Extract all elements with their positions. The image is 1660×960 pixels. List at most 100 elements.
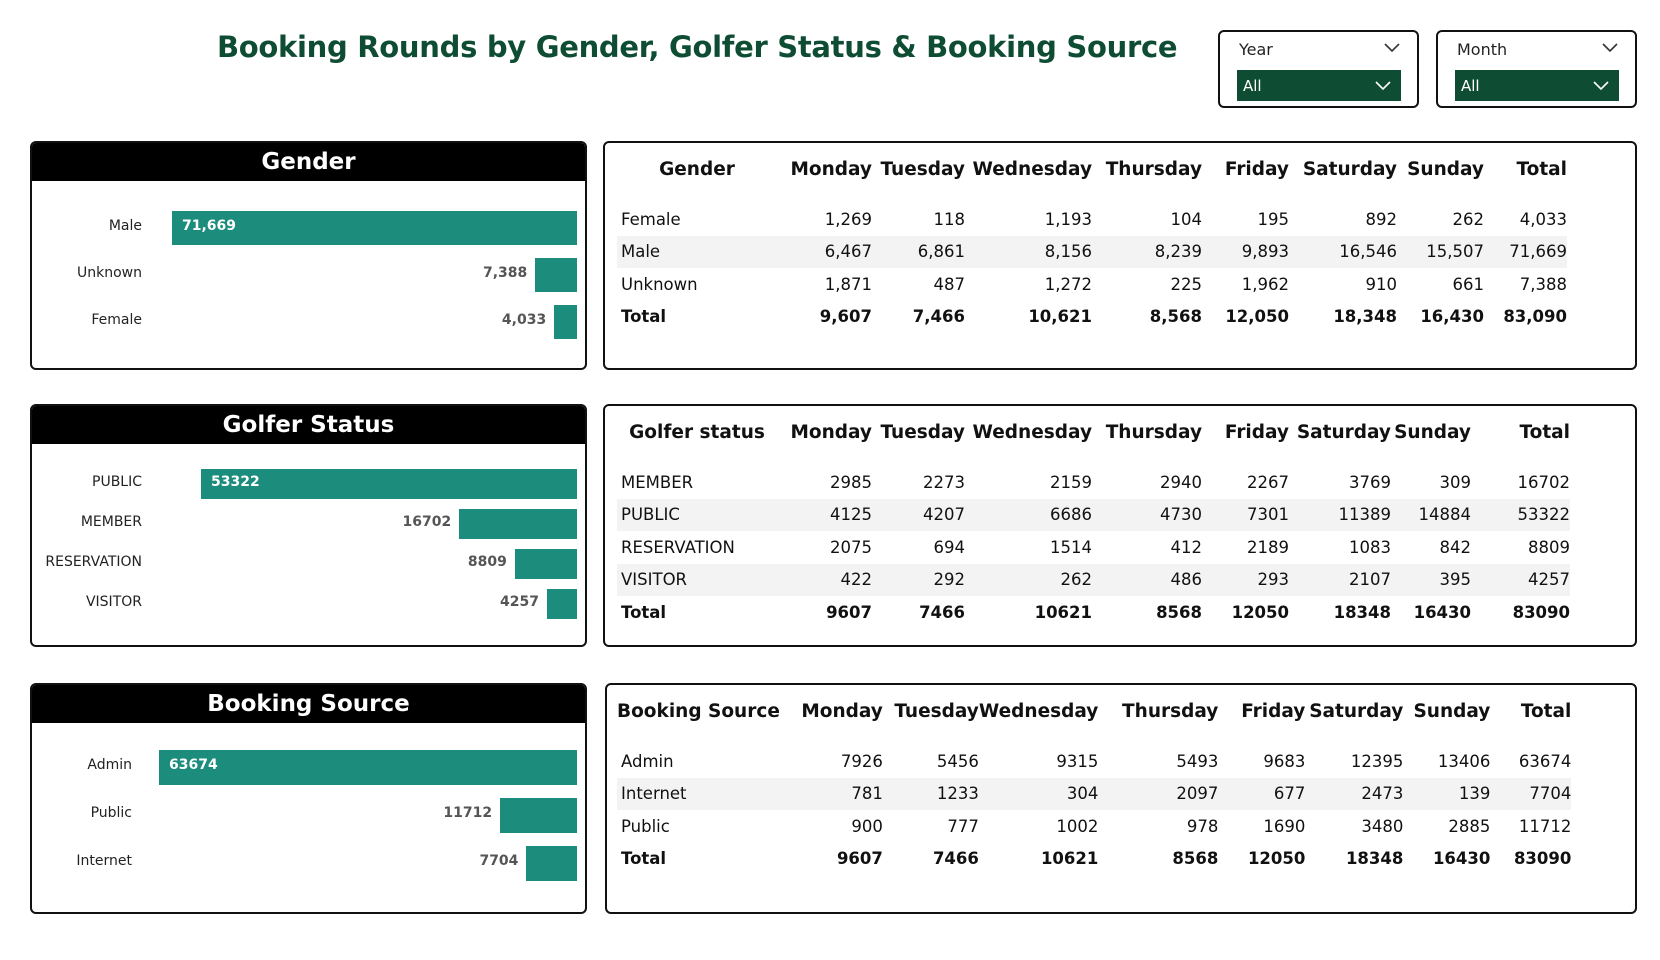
column-header[interactable]: Booking Source — [617, 700, 780, 722]
table-cell: 1002 — [1056, 816, 1099, 836]
total-cell: 8,568 — [1149, 307, 1202, 327]
bar[interactable] — [526, 845, 577, 881]
table-cell: 14884 — [1391, 498, 1471, 531]
month-slicer[interactable]: Month All — [1436, 30, 1637, 108]
table-row[interactable]: Unknown 1,871 487 1,272 225 1,962 910 661 7,388 — [617, 268, 1567, 301]
table-cell: 2097 — [1098, 777, 1219, 810]
bar[interactable] — [500, 797, 577, 833]
bar-category-label: Internet — [76, 853, 132, 869]
table-cell: 1514 — [1050, 537, 1092, 557]
column-header[interactable]: Sunday — [1413, 700, 1491, 722]
table-row[interactable]: Female 1,269 118 1,193 104 195 892 262 4,033 — [617, 203, 1567, 236]
year-slicer[interactable]: Year All — [1218, 30, 1419, 108]
column-header[interactable]: Friday — [1224, 158, 1289, 180]
column-header[interactable]: Thursday — [1122, 700, 1219, 722]
bar[interactable] — [554, 305, 577, 339]
table-cell: 11712 — [1518, 816, 1572, 836]
table-cell: 1,871 — [824, 274, 872, 294]
column-header[interactable]: Wednesday — [972, 158, 1092, 180]
matrix-table: Golfer status Monday Tuesday Wednesday Thurs… — [617, 410, 1570, 629]
bar[interactable] — [459, 509, 577, 539]
column-header[interactable]: Saturday — [1302, 158, 1397, 180]
table-row[interactable]: PUBLIC 4125 4207 6686 4730 7301 11389 14884 5332… — [617, 498, 1570, 531]
year-dropdown[interactable]: All — [1237, 70, 1401, 101]
bar-data-label: 7704 — [479, 853, 519, 869]
bar-category-label: Male — [108, 218, 142, 234]
column-header[interactable]: Friday — [1241, 700, 1306, 722]
chevron-down-icon[interactable] — [1383, 41, 1401, 55]
table-row[interactable]: Internet 781 1233 304 2097 677 2473 139 7704 — [617, 777, 1572, 810]
total-row: Total 9607 7466 10621 8568 12050 18348 16430 830… — [617, 596, 1570, 629]
booking-source-chart-title: Booking Source — [32, 685, 585, 723]
table-cell: 71,669 — [1484, 235, 1567, 268]
chevron-down-icon[interactable] — [1374, 79, 1392, 93]
chevron-down-icon[interactable] — [1601, 41, 1619, 55]
table-cell: 4730 — [1092, 498, 1202, 531]
column-header[interactable]: Tuesday — [880, 421, 965, 443]
total-cell: 16,430 — [1420, 307, 1484, 327]
column-header[interactable]: Sunday — [1394, 421, 1471, 443]
table-cell: 2985 — [830, 472, 872, 492]
table-cell: 6,861 — [872, 235, 965, 268]
column-header[interactable]: Monday — [790, 158, 872, 180]
bar-data-label: 4,033 — [501, 312, 547, 328]
table-cell: 8,156 — [965, 235, 1092, 268]
bar[interactable] — [514, 549, 577, 579]
table-cell: 13406 — [1437, 751, 1491, 771]
row-label: Male — [617, 235, 777, 268]
table-cell: 6,467 — [777, 235, 872, 268]
table-cell: 53322 — [1471, 498, 1570, 531]
table-row[interactable]: Public 900 777 1002 978 1690 3480 2885 11712 — [617, 810, 1571, 843]
bar-category-label: Female — [91, 312, 142, 328]
bar[interactable] — [546, 589, 577, 619]
table-row[interactable]: VISITOR 422 292 262 486 293 2107 395 4257 — [617, 563, 1570, 596]
table-row[interactable]: RESERVATION 2075 694 1514 412 2189 1083 842 8809 — [617, 531, 1570, 564]
table-cell: 304 — [978, 777, 1099, 810]
column-header[interactable]: Total — [1519, 421, 1570, 443]
column-header[interactable]: Total — [1516, 158, 1567, 180]
table-cell: 2107 — [1289, 563, 1391, 596]
column-header[interactable]: Sunday — [1407, 158, 1484, 180]
chevron-down-icon[interactable] — [1592, 79, 1610, 93]
column-header[interactable]: Total — [1520, 700, 1572, 722]
bar-category-label: Unknown — [77, 265, 142, 281]
column-header[interactable]: Saturday — [1296, 421, 1391, 443]
column-header[interactable]: Tuesday — [894, 700, 979, 722]
bar[interactable] — [535, 258, 577, 292]
column-header[interactable]: Wednesday — [972, 421, 1092, 443]
column-header[interactable]: Saturday — [1309, 700, 1404, 722]
table-cell: 9315 — [1056, 751, 1099, 771]
table-cell: 5456 — [936, 751, 979, 771]
bar[interactable] — [172, 211, 577, 245]
table-cell: 16,546 — [1289, 235, 1397, 268]
column-header[interactable]: Golfer status — [629, 421, 765, 443]
bar-data-label: 53322 — [211, 474, 260, 490]
table-cell: 63674 — [1518, 751, 1572, 771]
table-cell: 1,962 — [1241, 274, 1289, 294]
table-cell: 395 — [1391, 563, 1471, 596]
total-cell: 10,621 — [1028, 307, 1092, 327]
table-cell: 139 — [1403, 777, 1491, 810]
column-header[interactable]: Monday — [790, 421, 872, 443]
total-label: Total — [621, 849, 667, 869]
table-row[interactable]: Male 6,467 6,861 8,156 8,239 9,893 16,546 15,50… — [617, 235, 1567, 268]
table-cell: 262 — [1452, 209, 1485, 229]
booking-source-matrix: Booking Source Monday Tuesday Wednesday Thur… — [605, 683, 1637, 914]
column-header[interactable]: Gender — [659, 158, 735, 180]
table-cell: 486 — [1092, 563, 1202, 596]
table-row[interactable]: Admin 7926 5456 9315 5493 9683 12395 13406 63674 — [617, 745, 1571, 778]
table-row[interactable]: MEMBER 2985 2273 2159 2940 2267 3769 309 16702 — [617, 466, 1570, 499]
column-header[interactable]: Wednesday — [978, 700, 1099, 722]
total-cell: 83090 — [1512, 602, 1570, 622]
bar-data-label: 11712 — [443, 805, 493, 821]
total-cell: 7466 — [919, 602, 965, 622]
bar[interactable] — [201, 469, 577, 499]
table-cell: 7704 — [1490, 777, 1572, 810]
bar[interactable] — [159, 749, 577, 785]
month-dropdown[interactable]: All — [1455, 70, 1619, 101]
column-header[interactable]: Friday — [1224, 421, 1289, 443]
column-header[interactable]: Monday — [801, 700, 883, 722]
column-header[interactable]: Tuesday — [880, 158, 965, 180]
column-header[interactable]: Thursday — [1105, 158, 1202, 180]
column-header[interactable]: Thursday — [1105, 421, 1202, 443]
